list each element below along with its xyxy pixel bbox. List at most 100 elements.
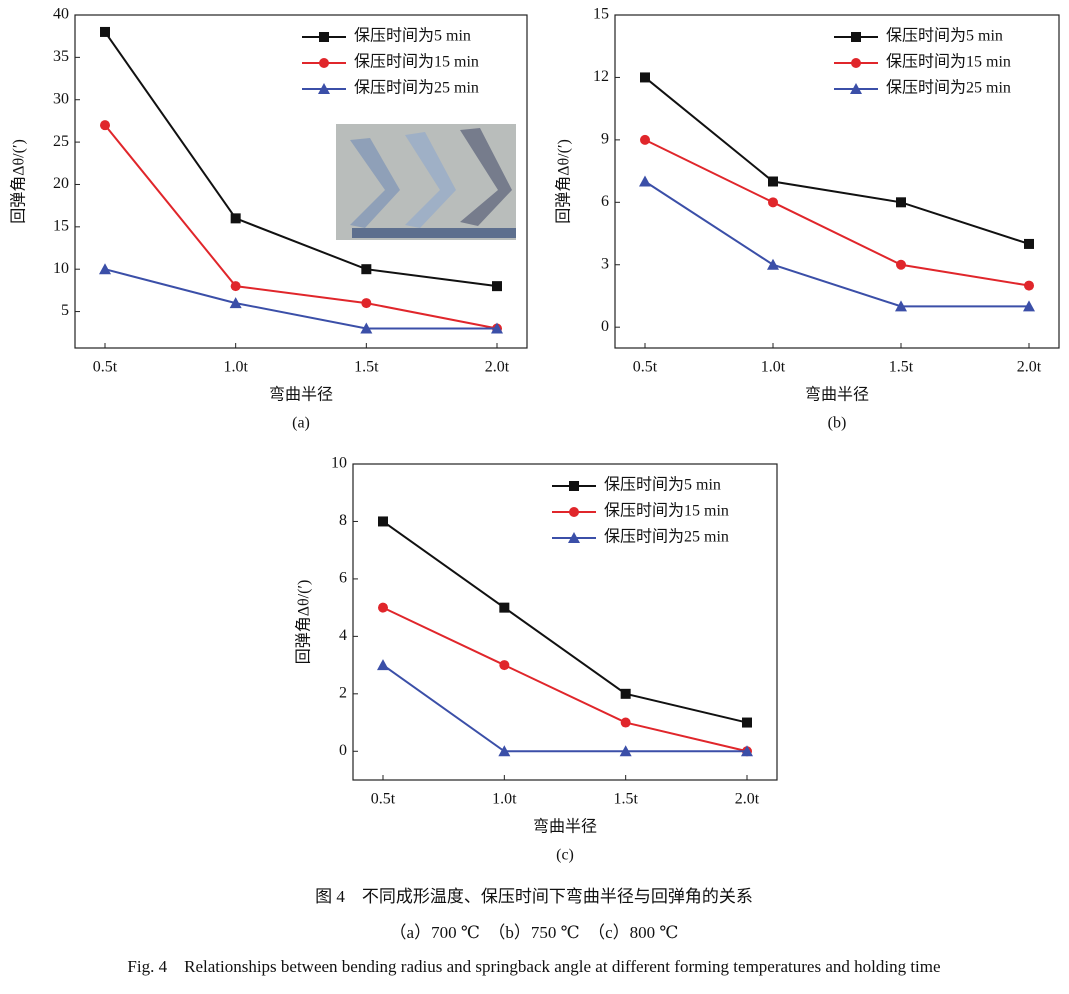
marker xyxy=(895,300,907,312)
marker xyxy=(361,264,372,275)
y-tick-label: 12 xyxy=(593,68,609,85)
marker xyxy=(99,263,111,275)
marker xyxy=(1023,300,1035,312)
marker xyxy=(100,26,110,37)
marker xyxy=(850,83,862,94)
marker xyxy=(492,281,502,292)
marker xyxy=(229,297,242,309)
marker xyxy=(569,507,579,517)
marker xyxy=(619,745,632,757)
y-tick-label: 0 xyxy=(339,742,347,759)
marker xyxy=(377,659,389,671)
marker xyxy=(639,175,651,187)
y-tick-label: 6 xyxy=(601,193,609,210)
marker xyxy=(640,134,650,145)
y-tick-label: 15 xyxy=(53,218,69,235)
marker xyxy=(378,602,388,613)
figure-title-en: Fig. 4 Relationships between bending rad… xyxy=(127,957,940,976)
marker xyxy=(1024,280,1034,291)
y-axis-label: 回弹角Δθ/(′) xyxy=(295,580,313,665)
series-line xyxy=(382,664,747,753)
x-tick-label: 0.5t xyxy=(633,359,658,376)
legend-label: 保压时间为15 min xyxy=(354,53,479,71)
x-tick-label: 2.0t xyxy=(735,791,760,808)
x-tick-label: 2.0t xyxy=(485,359,510,376)
y-tick-label: 8 xyxy=(339,512,347,529)
marker xyxy=(498,745,511,757)
marker xyxy=(100,120,110,131)
y-tick-label: 10 xyxy=(53,260,69,277)
legend-label: 保压时间为25 min xyxy=(886,79,1011,97)
legend-label: 保压时间为25 min xyxy=(354,79,479,97)
marker xyxy=(768,176,778,187)
legend-label: 保压时间为5 min xyxy=(354,27,471,45)
figure-title: 图 4 不同成形温度、保压时间下弯曲半径与回弹角的关系 xyxy=(315,887,753,906)
marker xyxy=(640,72,650,83)
x-tick-label: 1.0t xyxy=(223,359,248,376)
chart-label: (c) xyxy=(556,847,574,864)
marker xyxy=(361,298,372,309)
legend-label: 保压时间为15 min xyxy=(604,502,729,520)
marker xyxy=(851,58,861,68)
y-axis-label: 回弹角Δθ/(′) xyxy=(10,139,28,224)
marker xyxy=(230,281,241,292)
series-line xyxy=(644,138,1030,287)
series-line xyxy=(644,76,1030,245)
plot-frame xyxy=(614,14,1060,349)
legend-label: 保压时间为5 min xyxy=(604,476,721,494)
marker xyxy=(230,213,241,224)
x-tick-label: 1.5t xyxy=(889,359,914,376)
y-tick-label: 2 xyxy=(339,684,347,701)
series-line xyxy=(104,31,498,288)
series-line xyxy=(382,606,748,753)
x-tick-label: 1.0t xyxy=(761,359,786,376)
marker xyxy=(319,58,329,68)
legend-label: 保压时间为15 min xyxy=(886,53,1011,71)
x-axis-label: 弯曲半径 xyxy=(533,818,597,836)
x-axis-label: 弯曲半径 xyxy=(805,386,869,404)
marker xyxy=(499,660,510,671)
y-tick-label: 4 xyxy=(339,627,347,644)
legend-label: 保压时间为25 min xyxy=(604,528,729,546)
y-tick-label: 30 xyxy=(53,90,69,107)
inset-photo xyxy=(336,124,516,240)
x-tick-label: 0.5t xyxy=(371,791,396,808)
marker xyxy=(851,32,861,42)
marker xyxy=(1024,238,1034,249)
y-tick-label: 35 xyxy=(53,48,69,65)
plot-frame xyxy=(352,463,778,781)
marker xyxy=(896,259,906,270)
chart-label: (b) xyxy=(828,415,847,432)
chart-label: (a) xyxy=(292,415,310,432)
marker xyxy=(741,745,753,757)
figure-subtitle: （a）700 ℃ （b）750 ℃ （c）800 ℃ xyxy=(390,923,679,942)
x-tick-label: 0.5t xyxy=(93,359,118,376)
marker xyxy=(378,516,388,527)
legend-label: 保压时间为5 min xyxy=(886,27,1003,45)
x-tick-label: 1.0t xyxy=(492,791,517,808)
plot-frame xyxy=(74,14,528,349)
y-tick-label: 0 xyxy=(601,318,609,335)
marker xyxy=(360,322,373,334)
marker xyxy=(620,717,631,728)
marker xyxy=(569,481,579,491)
y-tick-label: 40 xyxy=(53,6,69,23)
series-line xyxy=(644,180,1029,308)
marker xyxy=(742,717,752,728)
y-tick-label: 9 xyxy=(601,131,609,148)
marker xyxy=(768,197,778,208)
marker xyxy=(896,197,906,208)
series-line xyxy=(104,124,498,330)
series-line xyxy=(382,520,748,724)
marker xyxy=(319,32,329,42)
x-axis-label: 弯曲半径 xyxy=(269,386,333,404)
y-tick-label: 25 xyxy=(53,133,69,150)
y-axis-label: 回弹角Δθ/(′) xyxy=(555,139,573,224)
x-tick-label: 1.5t xyxy=(613,791,638,808)
marker xyxy=(620,688,631,699)
marker xyxy=(491,322,503,334)
marker xyxy=(767,258,779,270)
series-line xyxy=(104,268,497,330)
y-tick-label: 5 xyxy=(61,302,69,319)
x-tick-label: 2.0t xyxy=(1017,359,1042,376)
